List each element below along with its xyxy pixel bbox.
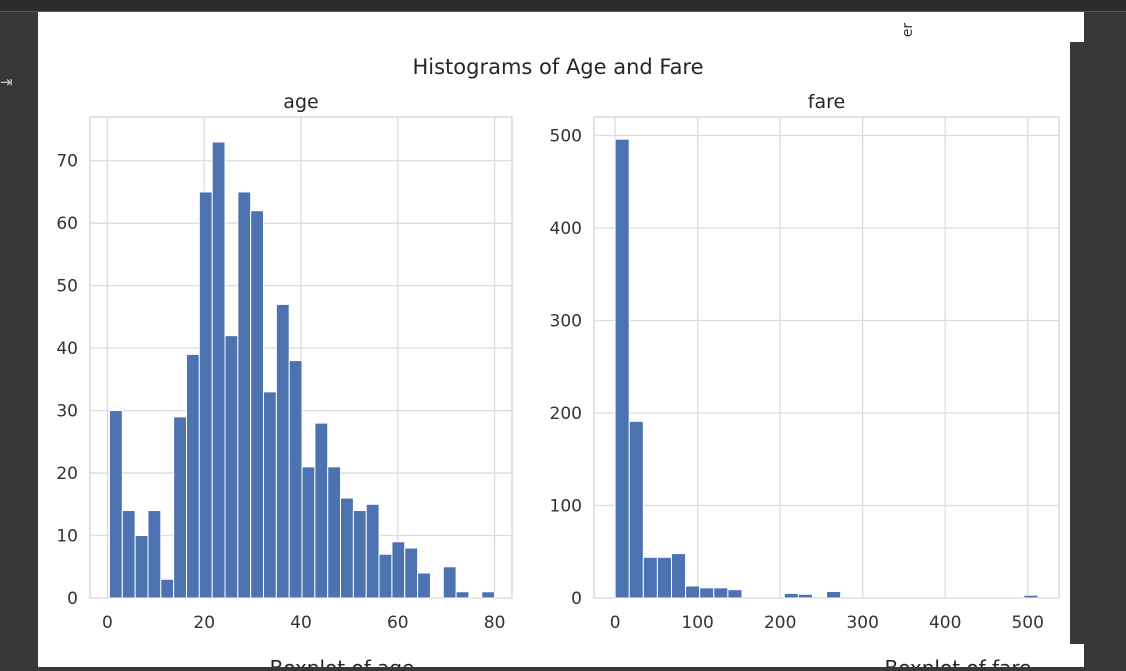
y-tick-label: 40 xyxy=(56,339,78,359)
y-tick-label: 500 xyxy=(550,127,582,147)
histogram-bar xyxy=(288,360,303,599)
histogram-bar xyxy=(826,591,842,599)
age-histogram: 0 10 20 30 40 50 60 70 0 20 40 60 80 age xyxy=(56,91,513,633)
histogram-bar xyxy=(685,585,701,599)
histogram-bar xyxy=(301,466,316,599)
histogram-bar xyxy=(783,592,799,599)
cell-gutter: ⇥ xyxy=(0,12,38,667)
histogram-bar xyxy=(198,191,213,599)
x-tick-label: 80 xyxy=(484,613,506,633)
histogram-bar xyxy=(327,466,342,599)
cropped-top-label: er xyxy=(900,23,916,38)
histogram-bar xyxy=(263,391,277,599)
y-tick-label: 10 xyxy=(56,527,78,547)
x-tick-label: 40 xyxy=(290,613,312,633)
y-tick-label: 0 xyxy=(67,589,78,609)
histogram-bar xyxy=(275,303,290,599)
histogram-bar xyxy=(417,572,431,599)
histogram-bar xyxy=(185,353,200,599)
histogram-bar xyxy=(160,578,175,599)
histogram-bar xyxy=(797,593,813,599)
y-tick-label: 70 xyxy=(56,152,78,172)
histogram-bar xyxy=(108,410,123,599)
histogram-bar xyxy=(314,422,329,599)
histogram-bar xyxy=(727,589,743,599)
x-tick-label: 20 xyxy=(193,613,215,633)
histogram-bar xyxy=(121,510,136,599)
subplot-title: age xyxy=(283,91,318,113)
histogram-bar xyxy=(628,420,644,599)
histogram-bar xyxy=(134,535,149,599)
histogram-bar xyxy=(699,587,715,599)
right-panel-edge-top xyxy=(1084,12,1126,42)
y-tick-label: 50 xyxy=(56,277,78,297)
notebook-top-bar xyxy=(0,0,1126,12)
boxplot-fare-title: Boxplot of fare xyxy=(885,656,1032,667)
y-tick-label: 300 xyxy=(550,312,582,332)
x-tick-label: 0 xyxy=(102,613,113,633)
histogram-bar xyxy=(378,553,393,599)
output-toggle-icon[interactable]: ⇥ xyxy=(0,73,13,91)
y-tick-label: 20 xyxy=(56,464,78,484)
histogram-bar xyxy=(671,553,687,599)
x-tick-label: 500 xyxy=(1011,613,1043,633)
y-tick-label: 30 xyxy=(56,402,78,422)
y-tick-label: 400 xyxy=(550,219,582,239)
histogram-bar xyxy=(352,510,367,599)
histogram-bar xyxy=(614,138,630,599)
histogram-bar xyxy=(455,591,470,599)
histogram-bar xyxy=(173,416,187,599)
figure-title: Histograms of Age and Fare xyxy=(412,55,703,79)
right-panel-edge xyxy=(1070,42,1126,644)
histogram-bar xyxy=(147,510,162,599)
histogram-bar xyxy=(404,547,419,599)
x-tick-label: 100 xyxy=(681,613,713,633)
subplot-title: fare xyxy=(808,91,845,113)
histogram-bar xyxy=(656,556,673,599)
histogram-bar xyxy=(442,566,457,599)
histogram-bar xyxy=(211,141,226,599)
histogram-bar xyxy=(1023,594,1039,599)
x-tick-label: 300 xyxy=(846,613,878,633)
plot-frame xyxy=(593,116,1060,599)
histogram-bar xyxy=(340,497,354,599)
histogram-bar xyxy=(713,587,729,599)
y-tick-label: 200 xyxy=(550,404,582,424)
cell-output-area: er Histograms of Age and Fare 0 10 20 30 40 5… xyxy=(38,12,1084,671)
boxplot-age-title: Boxplot of age xyxy=(270,656,415,667)
histogram-bar xyxy=(237,191,252,599)
histogram-bar xyxy=(642,556,658,599)
x-tick-label: 60 xyxy=(387,613,409,633)
histogram-bar xyxy=(391,541,406,599)
histogram-bar xyxy=(250,210,265,599)
x-tick-label: 0 xyxy=(610,613,621,633)
figure-canvas: er Histograms of Age and Fare 0 10 20 30 40 5… xyxy=(56,23,1060,671)
y-tick-label: 60 xyxy=(56,214,78,234)
y-tick-label: 100 xyxy=(550,497,582,517)
histogram-bar xyxy=(224,335,239,599)
histogram-bar xyxy=(481,591,496,599)
histogram-bar xyxy=(365,503,380,599)
x-tick-label: 400 xyxy=(929,613,961,633)
fare-histogram: 0 100 200 300 400 500 0 100 200 300 400 500 fare xyxy=(550,91,1060,633)
y-tick-label: 0 xyxy=(571,589,582,609)
x-tick-label: 200 xyxy=(764,613,796,633)
